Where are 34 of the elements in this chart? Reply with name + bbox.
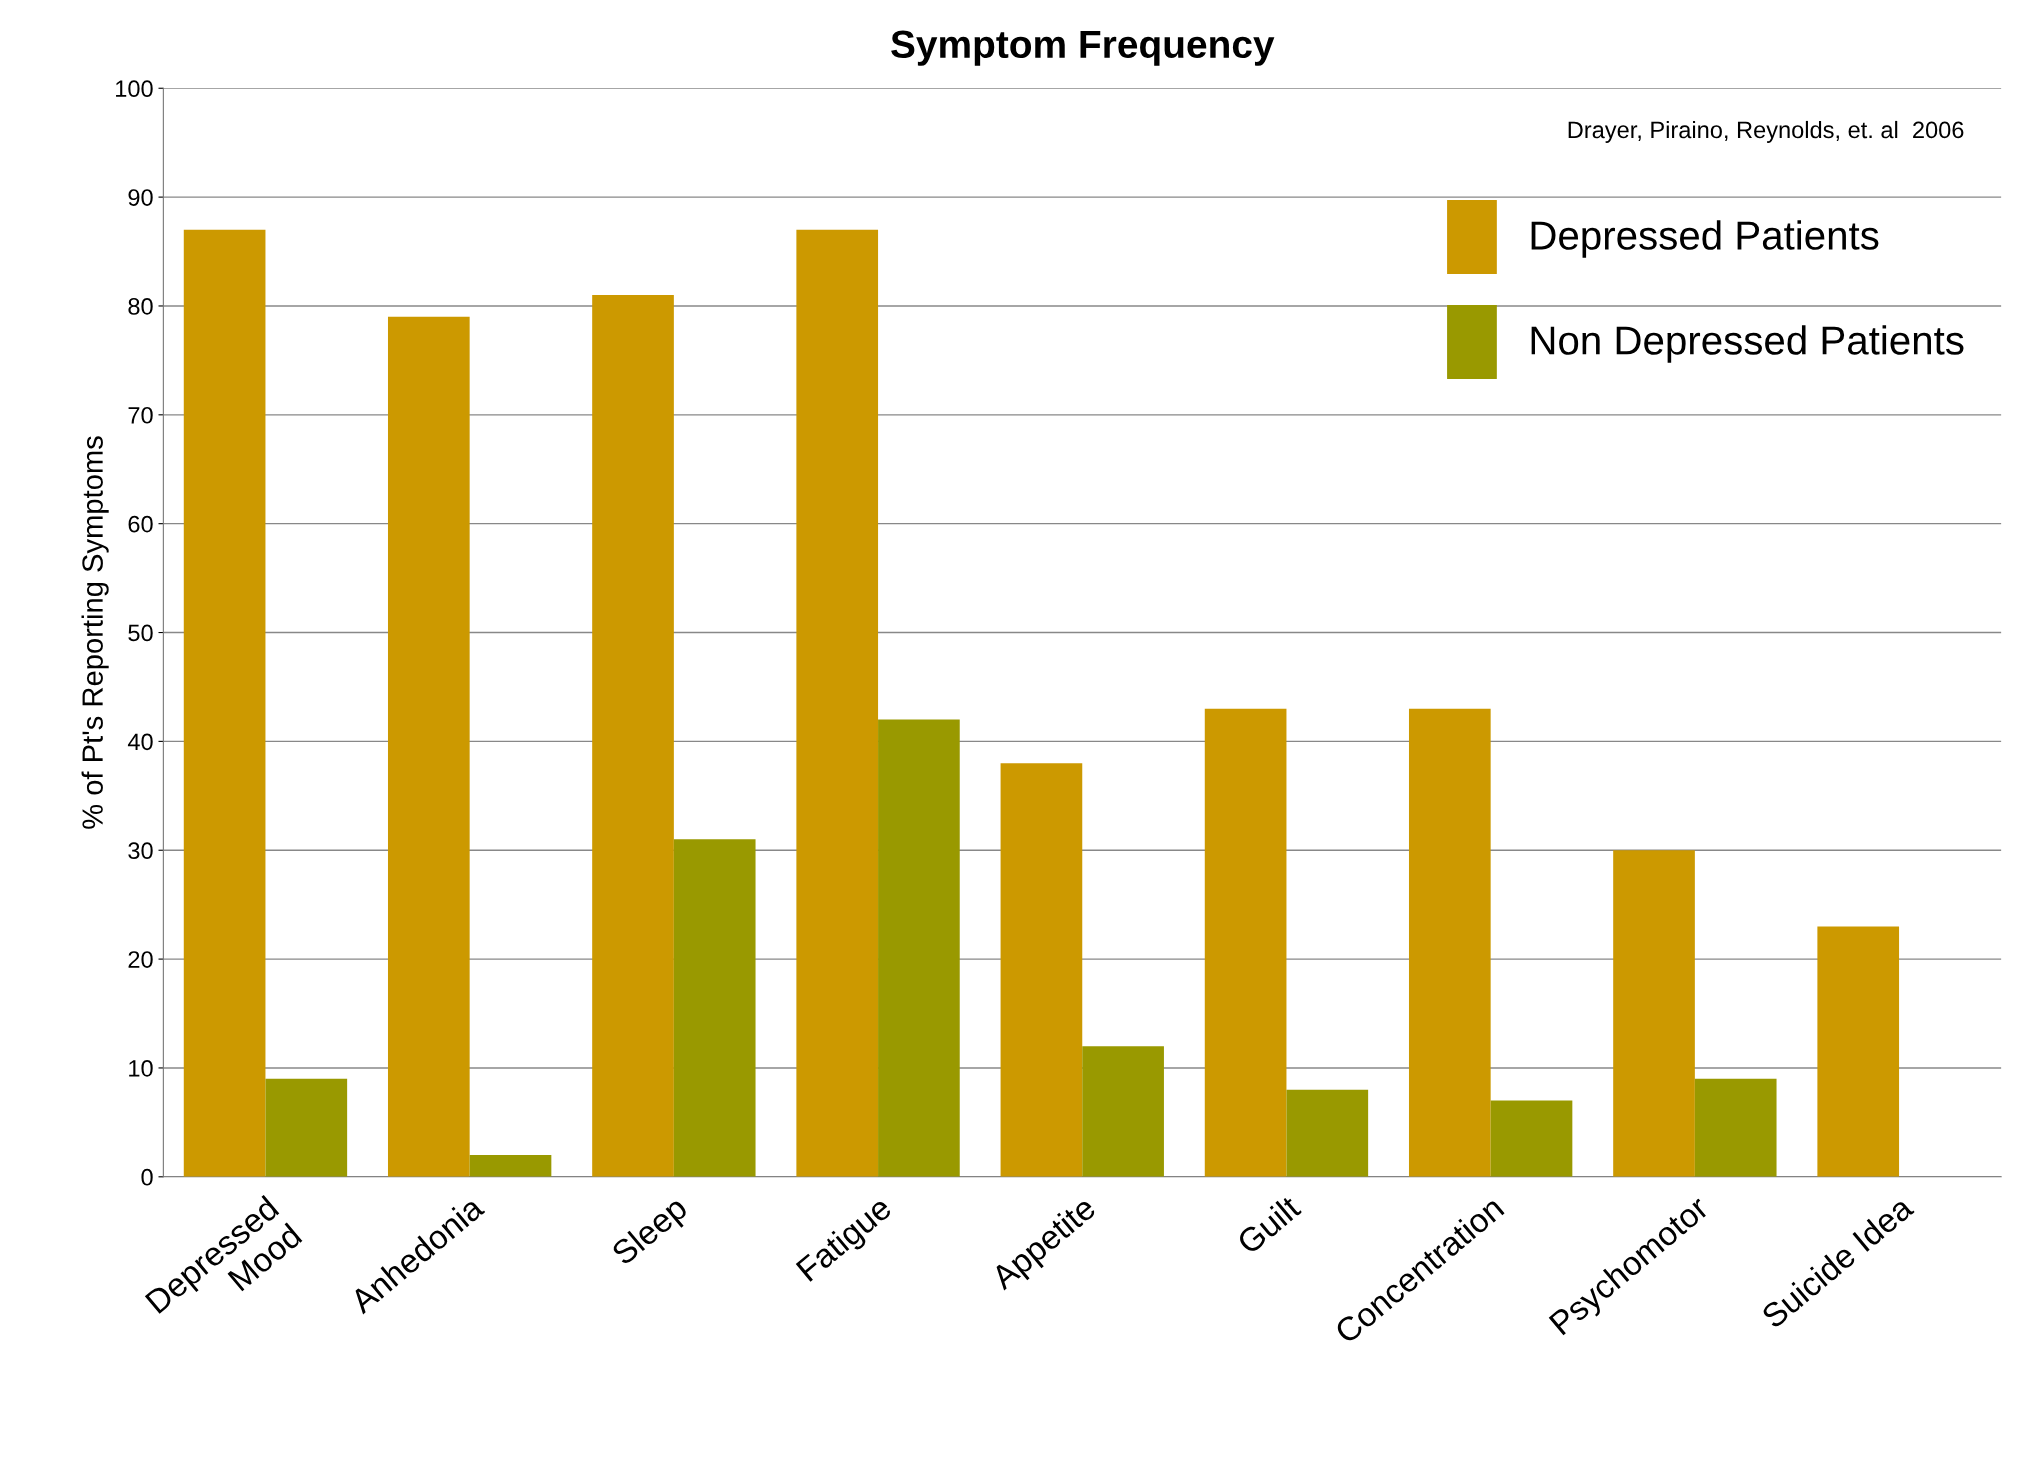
bar (1817, 926, 1900, 1177)
y-tick-label: 50 (128, 624, 153, 642)
y-tick-label: 20 (128, 951, 153, 968)
bar (265, 1078, 348, 1177)
bar (1286, 1089, 1369, 1177)
bar (1000, 763, 1083, 1177)
bar (1082, 1046, 1164, 1177)
y-tick-label: 10 (129, 1060, 153, 1077)
bar (1613, 850, 1695, 1177)
bar (387, 316, 470, 1177)
y-tick-label: 70 (128, 406, 153, 424)
bar (592, 295, 674, 1177)
y-tick-label: 60 (128, 515, 153, 533)
bar (1694, 1078, 1777, 1177)
legend-label: Non Depressed Patients (1531, 325, 1964, 363)
legend-label: Depressed Patients (1531, 220, 1879, 258)
y-tick-label: 80 (128, 298, 153, 315)
bar (469, 1155, 552, 1177)
x-tick-label: Guilt (1235, 1193, 1303, 1256)
chart-title: Symptom Frequency (891, 30, 1275, 66)
y-axis-title: % of Pt's Reporting Symptoms (81, 436, 109, 829)
bar (1490, 1100, 1573, 1177)
bar (183, 229, 266, 1177)
y-tick-label: 40 (127, 733, 153, 751)
y-tick-label: 90 (128, 189, 153, 206)
bar (878, 719, 960, 1177)
bar (796, 229, 879, 1177)
bar (673, 839, 756, 1177)
bar (1408, 708, 1491, 1177)
y-tick-label: 0 (141, 1168, 153, 1186)
bar (1204, 708, 1287, 1177)
annotation: Drayer, Piraino, Reynolds, et. al 2006 (1568, 120, 1964, 143)
y-tick-label: 30 (128, 842, 153, 860)
y-tick-label: 100 (116, 80, 153, 98)
